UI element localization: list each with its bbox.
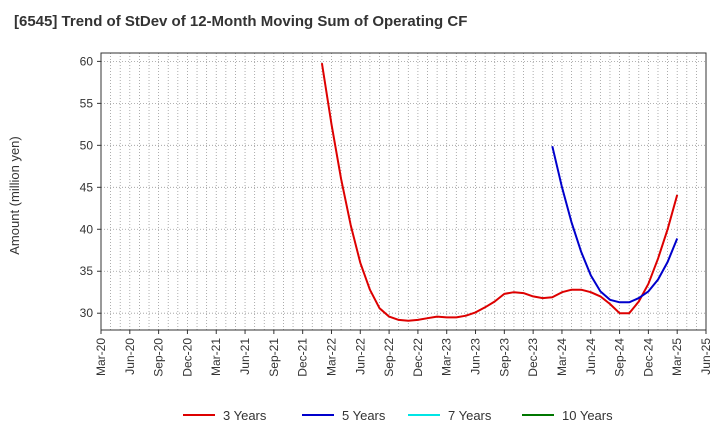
x-tick-label: Dec-21 <box>296 338 310 377</box>
plot-area <box>101 53 706 330</box>
x-tick-label: Mar-20 <box>94 338 108 376</box>
x-tick-label: Dec-24 <box>641 338 655 377</box>
x-tick-label: Jun-23 <box>469 338 483 375</box>
x-tick-label: Sep-24 <box>613 338 627 377</box>
x-tick-label: Mar-25 <box>670 338 684 376</box>
chart-title: [6545] Trend of StDev of 12-Month Moving… <box>14 13 468 30</box>
y-tick-label: 35 <box>80 264 94 278</box>
legend-label-5-years: 5 Years <box>342 408 386 423</box>
x-tick-label: Jun-24 <box>584 338 598 375</box>
x-tick-label: Dec-22 <box>411 338 425 377</box>
legend-label-7-years: 7 Years <box>448 408 492 423</box>
y-axis-label: Amount (million yen) <box>7 136 22 255</box>
series-lines <box>320 62 679 322</box>
x-tick-label: Sep-21 <box>267 338 281 377</box>
legend: 3 Years 5 Years 7 Years 10 Years <box>183 408 613 423</box>
x-tick-label: Dec-23 <box>526 338 540 377</box>
x-tick-label: Mar-21 <box>209 338 223 376</box>
series-line-5-years <box>551 145 679 304</box>
y-tick-label: 55 <box>80 96 94 110</box>
x-tick-label: Jun-21 <box>238 338 252 375</box>
y-tick-label: 60 <box>80 54 94 68</box>
x-tick-label: Sep-20 <box>152 338 166 377</box>
x-axis: Mar-20 Jun-20 Sep-20 Dec-20 Mar-21 Jun-21 Sep-… <box>94 330 713 377</box>
x-tick-label: Jun-22 <box>353 338 367 375</box>
x-tick-label: Mar-23 <box>440 338 454 376</box>
x-tick-label: Mar-22 <box>324 338 338 376</box>
y-tick-label: 50 <box>80 138 94 152</box>
x-tick-label: Jun-20 <box>123 338 137 375</box>
legend-label-3-years: 3 Years <box>223 408 267 423</box>
x-tick-label: Dec-20 <box>180 338 194 377</box>
y-tick-label: 45 <box>80 180 94 194</box>
x-tick-label: Sep-23 <box>497 338 511 377</box>
x-tick-label: Jun-25 <box>699 338 713 375</box>
grid-lines <box>101 53 706 330</box>
plot-frame <box>100 52 707 331</box>
y-tick-label: 30 <box>80 306 94 320</box>
y-tick-label: 40 <box>80 222 94 236</box>
series-line-3-years <box>320 62 679 322</box>
legend-label-10-years: 10 Years <box>562 408 613 423</box>
x-tick-label: Mar-24 <box>555 338 569 376</box>
y-axis: 30 35 40 45 50 55 60 <box>80 54 101 320</box>
x-tick-label: Sep-22 <box>382 338 396 377</box>
